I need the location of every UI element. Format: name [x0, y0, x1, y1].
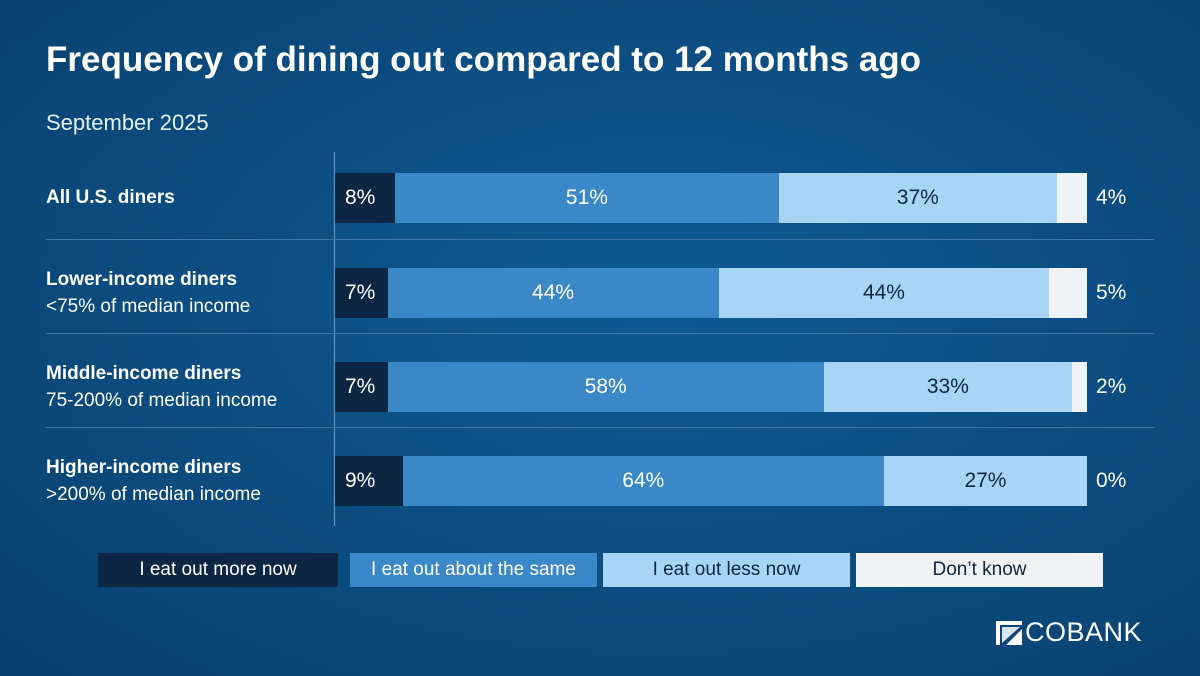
bar-segment: 33% [823, 362, 1072, 412]
cobank-logo: COBANK [996, 617, 1142, 648]
chart-subtitle: September 2025 [46, 110, 209, 135]
bar-segment: 27% [883, 456, 1087, 506]
category-name: All U.S. diners [46, 187, 175, 208]
legend-item: I eat out more now [98, 553, 338, 587]
logo-text: COBANK [1025, 617, 1143, 647]
row-separator [46, 427, 1154, 428]
category-label: Middle-income diners 75-200% of median in… [46, 360, 277, 414]
data-label-outside: 4% [1096, 173, 1126, 223]
legend-item: I eat out about the same [350, 553, 597, 587]
data-label: 2% [1096, 375, 1127, 398]
data-label: 7% [345, 375, 376, 398]
category-subtitle: <75% of median income [46, 296, 251, 317]
data-label: 58% [584, 375, 627, 398]
category-name: Lower-income diners [46, 269, 238, 290]
data-label: 9% [345, 469, 376, 492]
legend-label: Don’t know [932, 559, 1027, 580]
bar-segment: 8% [335, 173, 396, 223]
data-label: 51% [565, 186, 608, 209]
data-label: 44% [862, 281, 905, 304]
bar-segment [1049, 268, 1087, 318]
chart-title: Frequency of dining out compared to 12 m… [46, 40, 922, 79]
data-label: 4% [1096, 186, 1127, 209]
bar-segment: 9% [335, 456, 403, 506]
bar-segment [1056, 173, 1087, 223]
data-label-outside: 0% [1096, 456, 1126, 506]
category-label: Higher-income diners >200% of median inco… [46, 454, 261, 508]
bar-segment: 44% [718, 268, 1050, 318]
legend-label: I eat out less now [652, 559, 801, 580]
data-label: 44% [532, 281, 575, 304]
row-separator [46, 239, 1154, 240]
bar-segment: 37% [778, 173, 1057, 223]
category-label: All U.S. diners [46, 184, 175, 211]
legend-label: I eat out more now [139, 559, 297, 580]
category-name: Higher-income diners [46, 457, 242, 478]
data-label: 7% [345, 281, 376, 304]
data-label: 33% [926, 375, 969, 398]
category-subtitle: 75-200% of median income [46, 390, 278, 411]
legend-item: I eat out less now [603, 553, 850, 587]
bar-segment: 64% [402, 456, 884, 506]
data-label: 64% [622, 469, 665, 492]
bar-segment [1071, 362, 1087, 412]
legend-item: Don’t know [856, 553, 1103, 587]
data-label: 27% [964, 469, 1007, 492]
data-label-outside: 2% [1096, 362, 1126, 412]
category-label: Lower-income diners <75% of median income [46, 266, 250, 320]
category-name: Middle-income diners [46, 363, 242, 384]
data-label: 8% [345, 186, 376, 209]
cobank-logo-mark-icon [996, 620, 1022, 645]
row-separator [46, 333, 1154, 334]
data-label: 37% [896, 186, 939, 209]
category-axis-line [334, 152, 335, 526]
category-subtitle: >200% of median income [46, 484, 261, 505]
bar-segment: 44% [387, 268, 719, 318]
bar-segment: 51% [395, 173, 779, 223]
legend-label: I eat out about the same [371, 559, 576, 580]
bar-segment: 7% [335, 362, 388, 412]
bar-segment: 58% [387, 362, 824, 412]
data-label: 0% [1096, 469, 1127, 492]
data-label: 5% [1096, 281, 1127, 304]
bar-segment: 7% [335, 268, 388, 318]
data-label-outside: 5% [1096, 268, 1126, 318]
